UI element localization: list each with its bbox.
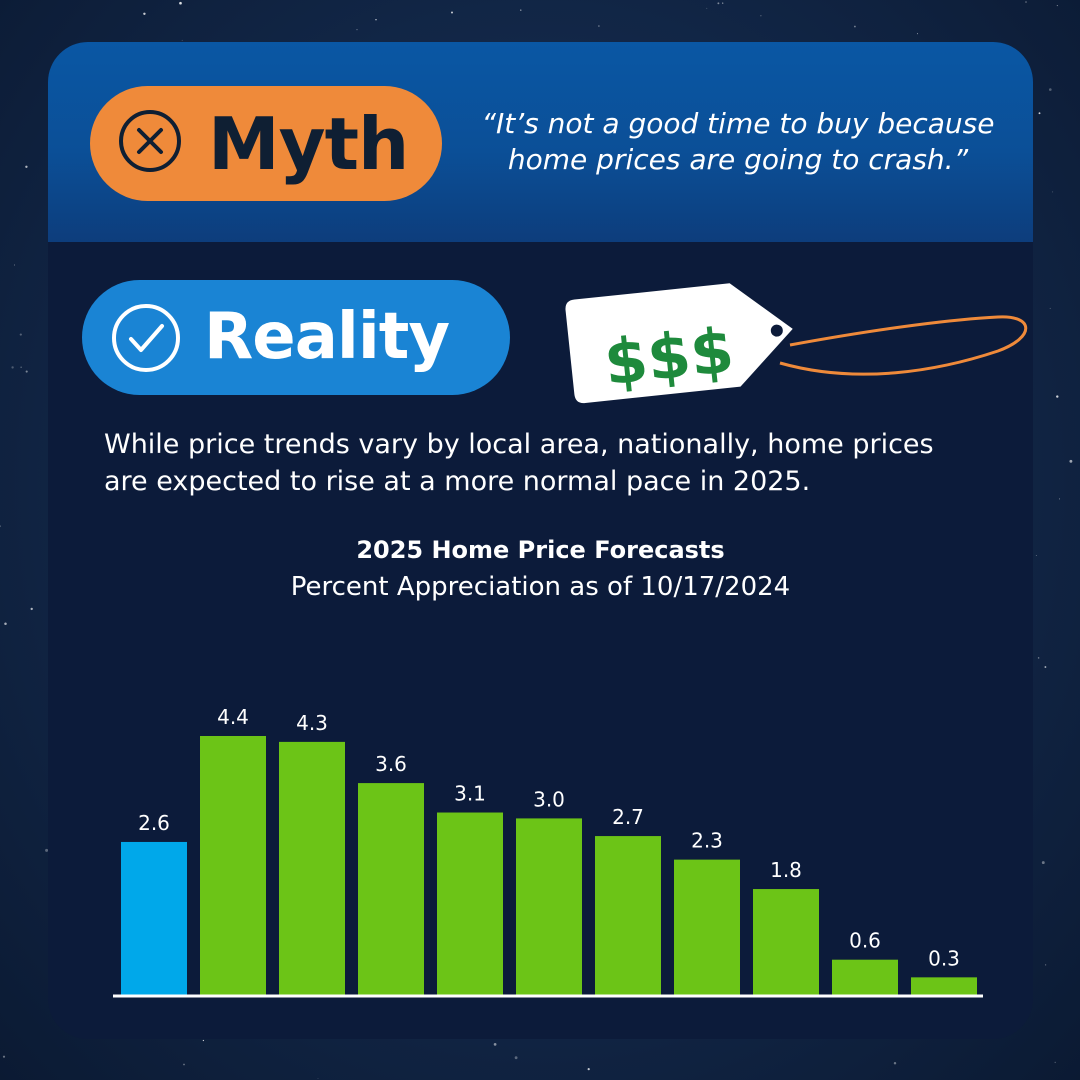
star [20,366,22,368]
bar [200,736,266,995]
star [11,366,14,369]
star [202,1039,205,1042]
data-label: 1.8 [770,858,802,882]
reality-label: Reality [204,300,450,374]
star [1052,191,1054,193]
myth-quote-line-1: “It’s not a good time to buy because [481,107,995,140]
star [917,33,919,35]
star [143,12,146,16]
bar [516,818,582,995]
star [1059,498,1061,500]
bar [674,859,740,995]
bar [121,841,187,995]
bar [358,783,424,995]
star [760,15,762,17]
star [1041,861,1045,865]
star [717,2,720,5]
data-label: 4.4 [217,705,249,729]
star [493,1043,497,1046]
star [183,1063,185,1066]
reality-badge: Reality [82,280,510,395]
data-label: 2.6 [138,811,170,835]
star [1069,459,1073,463]
star [1056,5,1058,7]
star [4,622,7,625]
myth-quote-line-2: home prices are going to crash.” [507,143,969,176]
data-label: 0.3 [928,946,960,970]
myth-badge: Myth [90,86,442,201]
star [317,1078,319,1079]
star [30,607,33,611]
bar [911,977,977,995]
chart-title: 2025 Home Price Forecasts [356,536,725,564]
star [450,11,454,14]
data-label: 3.0 [533,787,565,811]
star [2,1055,6,1058]
star [1038,112,1041,115]
bar [832,959,898,995]
myth-section: Myth “It’s not a good time to buy becaus… [48,42,1033,242]
star [587,1068,590,1071]
star [1037,657,1040,659]
myth-label: Myth [208,102,409,186]
star [1035,555,1037,557]
star [1049,307,1051,309]
star [25,370,28,373]
star [1044,964,1047,966]
star [893,1061,897,1065]
infographic-card: Myth “It’s not a good time to buy becaus… [48,42,1033,1039]
data-label: 4.3 [296,711,328,735]
star [179,1,182,5]
star [0,525,1,528]
star [706,7,708,9]
star [722,2,724,4]
star [375,19,377,21]
intro-line-1: While price trends vary by local area, n… [104,429,934,460]
data-label: 0.6 [849,929,881,953]
star [25,165,28,168]
data-label: 3.1 [454,782,486,806]
star [520,9,522,11]
myth-quote: “It’s not a good time to buy because hom… [458,106,1018,178]
bar [595,836,661,995]
star [1044,666,1047,668]
x-circle-icon [119,110,181,172]
star [1056,395,1059,398]
star [514,1056,518,1060]
star [1025,1,1027,3]
bar [279,741,345,995]
chart-subtitle: Percent Appreciation as of 10/17/2024 [290,572,791,602]
bar [437,812,503,995]
bar-chart: 2.6Averageof All 104.4GoldmanSachs4.3Wel… [113,705,983,998]
star [181,39,183,41]
star [1048,88,1052,91]
star [598,25,600,27]
star [13,264,16,266]
check-circle-icon [112,304,180,372]
star [19,333,22,336]
star [1054,1061,1056,1064]
star [356,29,358,31]
star [853,25,856,28]
intro-line-2: are expected to rise at a more normal pa… [104,466,811,497]
bar [753,889,819,995]
data-label: 3.6 [375,752,407,776]
price-tag-text: $$$ [601,313,737,399]
data-label: 2.3 [691,829,723,853]
price-tag-icon: $$$ [565,283,1028,404]
data-label: 2.7 [612,805,644,829]
intro-text: While price trends vary by local area, n… [104,426,1004,500]
